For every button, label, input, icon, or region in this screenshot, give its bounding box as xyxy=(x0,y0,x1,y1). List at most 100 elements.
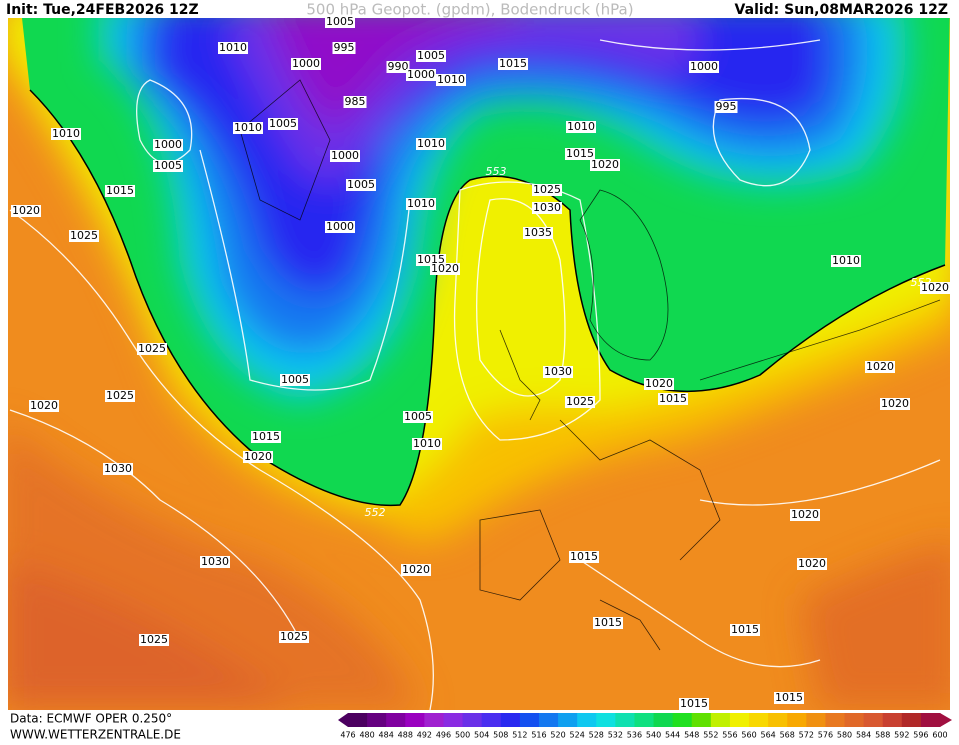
colorbar-label: 488 xyxy=(398,731,413,740)
label-box xyxy=(790,509,820,521)
colorbar-swatch xyxy=(863,713,884,727)
isobar-label: 1010 xyxy=(567,120,595,133)
colorbar-swatch xyxy=(615,713,635,727)
label-box xyxy=(644,378,674,390)
label-box xyxy=(714,101,738,113)
isobar-label: 1025 xyxy=(533,183,561,196)
isobar-label: 1020 xyxy=(921,281,949,294)
colorbar-swatch xyxy=(920,713,941,727)
isobar-label: 1020 xyxy=(645,377,673,390)
isobar-label: 1025 xyxy=(106,389,134,402)
data-source: Data: ECMWF OPER 0.250° xyxy=(10,712,172,726)
label-box xyxy=(565,148,595,160)
label-box xyxy=(332,42,356,54)
label-box xyxy=(218,42,248,54)
isobar-label: 1000 xyxy=(690,60,718,73)
colorbar-swatch xyxy=(443,713,464,727)
label-box xyxy=(401,564,431,576)
colorbar-label: 580 xyxy=(837,731,852,740)
colorbar-swatch xyxy=(386,713,406,727)
label-box xyxy=(498,58,528,70)
isobar-label: 1005 xyxy=(417,49,445,62)
isobar-label: 1010 xyxy=(413,437,441,450)
label-box xyxy=(523,227,553,239)
geopotential-field xyxy=(8,0,950,710)
isobar-label: 1025 xyxy=(280,630,308,643)
label-box xyxy=(343,96,367,108)
label-box xyxy=(532,184,562,196)
label-box xyxy=(403,411,433,423)
isobar-label: 990 xyxy=(388,60,409,73)
colorbar-label: 520 xyxy=(550,731,565,740)
colorbar-label: 500 xyxy=(455,731,470,740)
label-box xyxy=(346,179,376,191)
isobar-label: 1005 xyxy=(347,178,375,191)
colorbar-label: 508 xyxy=(493,731,508,740)
isobar-label: 1035 xyxy=(524,226,552,239)
isobar-label: 1005 xyxy=(281,373,309,386)
colorbar-label: 528 xyxy=(589,731,604,740)
colorbar-label: 560 xyxy=(741,731,756,740)
site-name: WWW.WETTERZENTRALE.DE xyxy=(10,728,181,742)
label-box xyxy=(280,374,310,386)
colorbar-swatch xyxy=(558,713,578,727)
colorbar-swatch xyxy=(424,713,444,727)
label-box xyxy=(406,198,436,210)
colorbar-swatch xyxy=(787,713,807,727)
label-box xyxy=(291,58,321,70)
label-box xyxy=(406,69,436,81)
isobar-label: 995 xyxy=(334,41,355,54)
colorbar-label: 548 xyxy=(684,731,699,740)
colorbar-swatch xyxy=(348,713,368,727)
colorbar-swatch xyxy=(806,713,826,727)
isobar-label: 1015 xyxy=(680,697,708,710)
isobar-label: 1005 xyxy=(154,159,182,172)
isobar-label: 1015 xyxy=(252,430,280,443)
colorbar-swatch xyxy=(634,713,655,727)
isobar-label: 1010 xyxy=(407,197,435,210)
label-box xyxy=(774,692,804,704)
colorbar-swatch xyxy=(481,713,502,727)
isobar-label: 1000 xyxy=(292,57,320,70)
label-box xyxy=(831,255,861,267)
label-box xyxy=(325,221,355,233)
isobar-label: 1020 xyxy=(12,204,40,217)
colorbar-label: 596 xyxy=(913,731,928,740)
colorbar-swatch xyxy=(405,713,425,727)
label-box xyxy=(543,366,573,378)
isobar-label: 1015 xyxy=(106,184,134,197)
isobar-label: 995 xyxy=(716,100,737,113)
label-box xyxy=(689,61,719,73)
label-box xyxy=(268,118,298,130)
label-box xyxy=(330,150,360,162)
label-box xyxy=(139,634,169,646)
label-box xyxy=(11,205,41,217)
isobar-label: 1010 xyxy=(234,121,262,134)
label-box xyxy=(880,398,910,410)
isobar-label: 1015 xyxy=(775,691,803,704)
isobar-label: 1010 xyxy=(52,127,80,140)
colorbar-swatch xyxy=(500,713,521,727)
label-box xyxy=(279,631,309,643)
isobar-label: 1020 xyxy=(30,399,58,412)
colorbar-swatch xyxy=(577,713,597,727)
init-time: Init: Tue,24FEB2026 12Z xyxy=(6,2,199,18)
colorbar: 476 480 484 488 492 496 500 504 508 512 516 520 524 5… xyxy=(338,713,952,740)
colorbar-label: 576 xyxy=(818,731,833,740)
colorbar-swatch xyxy=(672,713,693,727)
isobar-label: 1020 xyxy=(798,557,826,570)
colorbar-label: 532 xyxy=(608,731,623,740)
isobar-label: 1030 xyxy=(201,555,229,568)
isobar-label: 1020 xyxy=(791,508,819,521)
label-box xyxy=(416,50,446,62)
colorbar-label: 480 xyxy=(359,731,374,740)
label-box xyxy=(430,263,460,275)
isobar-label: 1020 xyxy=(591,158,619,171)
isobar-label: 1010 xyxy=(437,73,465,86)
colorbar-label: 600 xyxy=(932,731,947,740)
label-box xyxy=(658,393,688,405)
isobar-label: 1000 xyxy=(154,138,182,151)
isobar-label: 1025 xyxy=(140,633,168,646)
isobar-label: 1025 xyxy=(138,342,166,355)
